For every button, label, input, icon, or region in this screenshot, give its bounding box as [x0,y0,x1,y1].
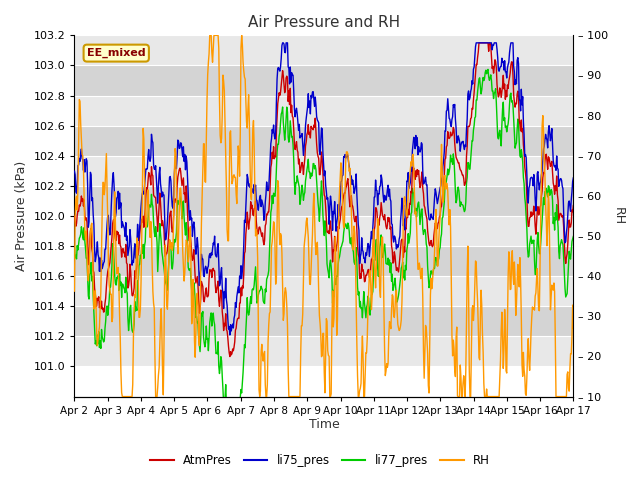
Bar [74,306,573,336]
Bar [74,65,573,96]
Bar [74,216,573,246]
X-axis label: Time: Time [308,419,339,432]
Legend: AtmPres, li75_pres, li77_pres, RH: AtmPres, li75_pres, li77_pres, RH [145,449,495,472]
Title: Air Pressure and RH: Air Pressure and RH [248,15,400,30]
Bar [74,36,573,65]
Y-axis label: Air Pressure (kPa): Air Pressure (kPa) [15,161,28,271]
Bar [74,246,573,276]
Bar [74,156,573,186]
Bar [74,276,573,306]
Bar [74,126,573,156]
Y-axis label: RH: RH [612,207,625,225]
Bar [74,186,573,216]
Bar [74,336,573,367]
Bar [74,96,573,126]
Text: EE_mixed: EE_mixed [87,48,145,58]
